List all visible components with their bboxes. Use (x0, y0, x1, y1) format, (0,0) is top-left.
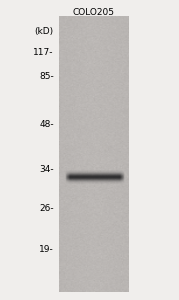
Text: 48-: 48- (39, 120, 54, 129)
Text: 34-: 34- (39, 165, 54, 174)
Text: (kD): (kD) (35, 27, 54, 36)
Text: 19-: 19- (39, 244, 54, 253)
Text: COLO205: COLO205 (72, 8, 114, 17)
Text: 85-: 85- (39, 72, 54, 81)
Text: 117-: 117- (33, 48, 54, 57)
Text: 26-: 26- (39, 204, 54, 213)
